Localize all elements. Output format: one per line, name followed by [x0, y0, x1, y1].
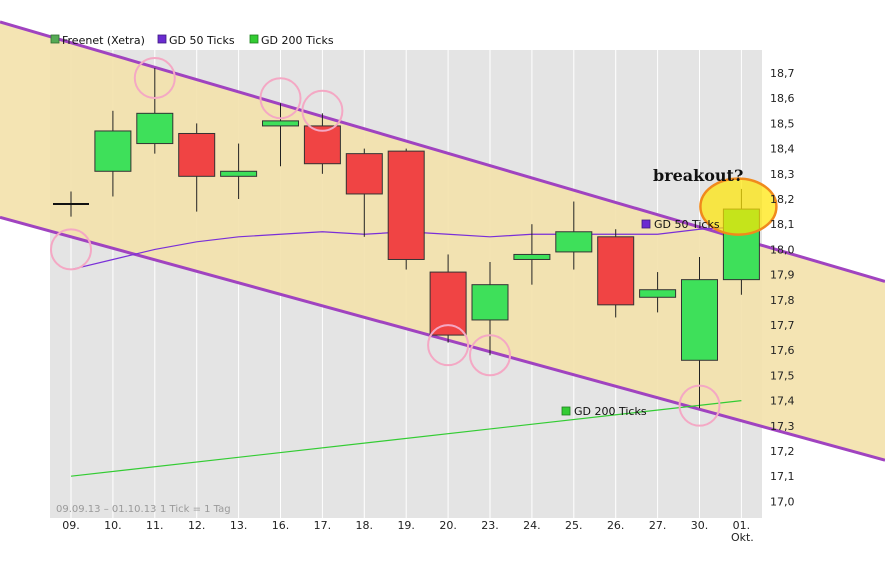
axis-labels: 18,7 18,6 18,5 18,4 18,3 18,2 18,1 18,0 17,9 17,8… — [62, 67, 794, 544]
y-tick-label-8: 17,9 — [770, 269, 795, 282]
x-tick-sublabel: Okt. — [731, 531, 754, 544]
y-tick-label-5: 18,2 — [770, 193, 795, 206]
x-tick-label-16: 01. — [733, 519, 751, 532]
candle-body-11 — [513, 253, 551, 260]
y-tick-label-16: 17,1 — [770, 470, 795, 483]
touch-circle-3 — [301, 89, 344, 132]
touch-circle-4 — [427, 324, 470, 367]
legend-label-gd200: GD 200 Ticks — [261, 34, 334, 47]
legend-swatch-gd200 — [249, 34, 259, 44]
breakout-annotation: breakout? — [653, 166, 743, 185]
breakout-ellipse — [699, 177, 778, 236]
candle-8 — [387, 148, 425, 270]
channel-band — [0, 21, 885, 461]
y-tick-label-10: 17,7 — [770, 319, 795, 332]
touch-circle-0 — [50, 228, 92, 271]
ma200-inline-text: GD 200 Ticks — [574, 405, 647, 418]
candle-12 — [555, 201, 593, 270]
candle-1 — [94, 110, 132, 197]
ma50-inline-swatch — [641, 219, 651, 229]
y-tick-label-11: 17,6 — [770, 344, 795, 357]
legend-swatch-freenet — [50, 34, 60, 44]
legend-swatch-gd50 — [157, 34, 167, 44]
x-tick-label-3: 12. — [188, 519, 206, 532]
tick-info-text: 1 Tick = 1 Tag — [160, 504, 231, 515]
x-tick-label-8: 19. — [397, 519, 415, 532]
candle-body-2 — [136, 112, 174, 145]
candle-body-12 — [555, 231, 593, 253]
candle-body-10 — [471, 284, 509, 321]
candle-3 — [178, 123, 216, 212]
ma200-line — [70, 400, 742, 477]
x-tick-label-13: 26. — [607, 519, 625, 532]
candlesticks — [53, 67, 760, 409]
y-tick-label-17: 17,0 — [770, 495, 795, 508]
touch-circle-6 — [678, 384, 721, 427]
candle-6 — [303, 113, 341, 174]
candle-14 — [639, 272, 677, 313]
candle-0 — [53, 191, 89, 217]
y-tick-label-12: 17,5 — [770, 369, 795, 382]
touch-circle-2 — [259, 77, 302, 120]
y-tick-label-7: 18,0 — [770, 243, 795, 256]
candle-2 — [136, 67, 174, 154]
touch-circles — [50, 57, 778, 427]
y-tick-label-14: 17,3 — [770, 420, 795, 433]
candle-body-6 — [303, 125, 341, 165]
y-tick-label-15: 17,2 — [770, 445, 795, 458]
x-tick-label-4: 13. — [230, 519, 248, 532]
candle-body-15 — [681, 279, 718, 361]
legend: Freenet (Xetra) GD 50 Ticks GD 200 Ticks — [50, 34, 334, 47]
candle-body-1 — [94, 130, 132, 172]
y-tick-label-6: 18,1 — [770, 218, 795, 231]
y-tick-label-2: 18,5 — [770, 117, 795, 130]
x-tick-label-5: 16. — [272, 519, 290, 532]
x-tick-label-10: 23. — [481, 519, 499, 532]
candle-body-8 — [387, 150, 425, 260]
y-tick-label-3: 18,4 — [770, 143, 795, 156]
ma50-inline-text: GD 50 Ticks — [654, 218, 720, 231]
x-tick-label-1: 10. — [104, 519, 122, 532]
ma200-inline-label: GD 200 Ticks — [561, 405, 647, 418]
candle-4 — [220, 143, 258, 199]
x-tick-label-15: 30. — [691, 519, 709, 532]
y-tick-label-0: 18,7 — [770, 67, 795, 80]
touch-circle-5 — [469, 334, 511, 377]
x-tick-label-6: 17. — [314, 519, 332, 532]
x-tick-label-11: 24. — [523, 519, 541, 532]
channel-lower-line — [0, 215, 885, 462]
candle-15 — [681, 256, 718, 409]
ma50-inline-label: GD 50 Ticks — [641, 218, 720, 231]
y-tick-label-4: 18,3 — [770, 168, 795, 181]
y-tick-label-13: 17,4 — [770, 395, 795, 408]
touch-circle-1 — [133, 57, 176, 100]
candle-body-5 — [262, 120, 299, 127]
candle-body-14 — [639, 289, 677, 298]
candle-10 — [471, 262, 509, 356]
candle-5 — [262, 103, 299, 167]
candle-7 — [345, 148, 383, 237]
candle-13 — [597, 229, 635, 318]
x-tick-label-7: 18. — [356, 519, 374, 532]
y-tick-label-1: 18,6 — [770, 92, 795, 105]
x-tick-label-0: 09. — [62, 519, 80, 532]
legend-label-gd50: GD 50 Ticks — [169, 34, 235, 47]
candle-body-7 — [345, 153, 383, 195]
date-range-text: 09.09.13 – 01.10.13 — [56, 504, 156, 515]
candle-body-13 — [597, 236, 635, 306]
x-tick-label-9: 20. — [439, 519, 457, 532]
x-tick-label-2: 11. — [146, 519, 164, 532]
x-tick-label-14: 27. — [649, 519, 667, 532]
candle-body-4 — [220, 170, 258, 177]
x-tick-label-12: 25. — [565, 519, 583, 532]
legend-label-freenet: Freenet (Xetra) — [62, 34, 145, 47]
ma200-inline-swatch — [561, 406, 571, 416]
y-tick-label-9: 17,8 — [770, 294, 795, 307]
candle-body-3 — [178, 132, 216, 177]
candle-11 — [513, 224, 551, 285]
